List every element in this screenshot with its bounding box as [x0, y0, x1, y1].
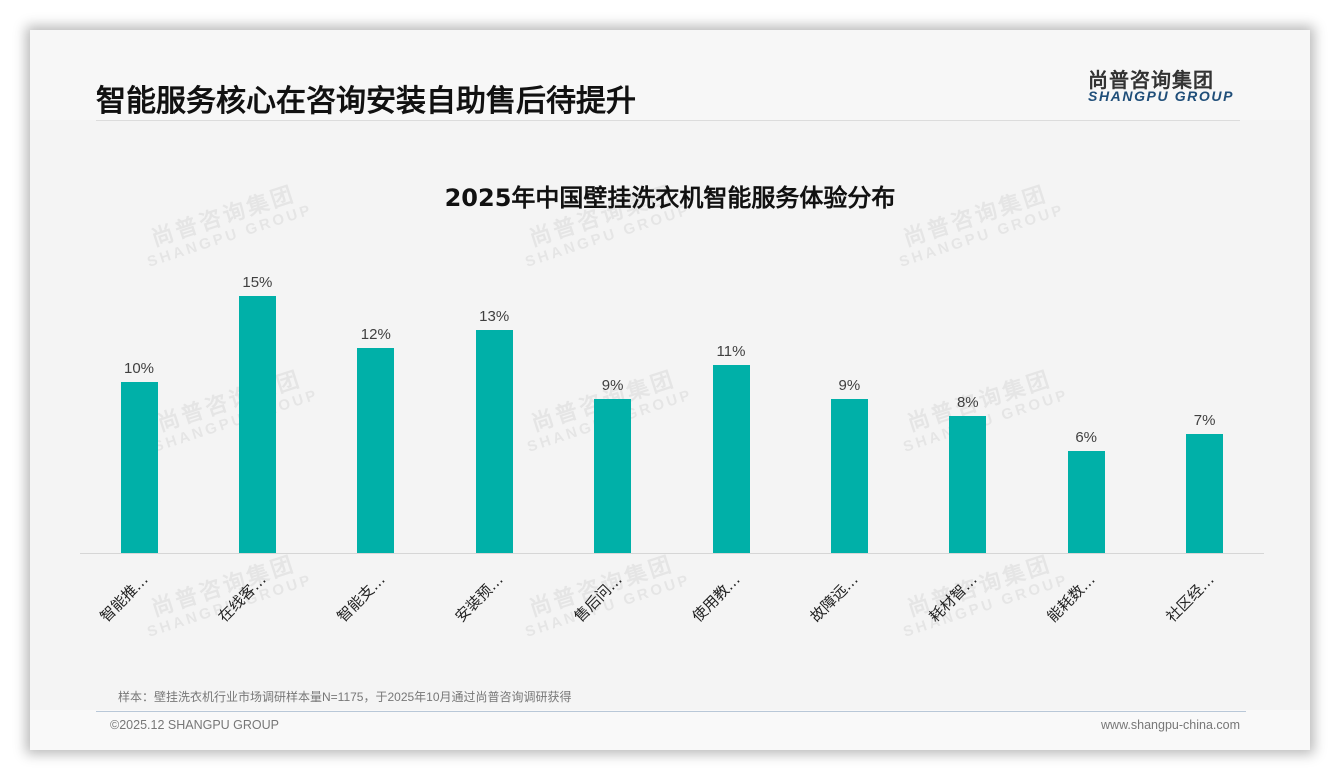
- watermark-cn: 尚普咨询集团: [154, 366, 306, 438]
- chart-title: 2025年中国壁挂洗衣机智能服务体验分布: [444, 184, 896, 212]
- watermark-cn: 尚普咨询集团: [904, 551, 1056, 623]
- bar: [475, 330, 513, 554]
- bar-value-label: 10%: [123, 360, 155, 377]
- bar: [1067, 450, 1105, 554]
- bar-value-label: 9%: [601, 377, 624, 395]
- source-note: 样本：壁挂洗衣机行业市场调研样本量N=1175，于2025年10月通过尚普咨询调…: [118, 690, 572, 704]
- website-link: www.shangpu-china.com: [1101, 718, 1240, 732]
- bar-value-label: 8%: [956, 394, 979, 412]
- bar-value-label: 7%: [1193, 411, 1216, 429]
- bar: [830, 399, 868, 554]
- bar: [594, 399, 632, 554]
- x-axis-line: [80, 553, 1264, 554]
- category-label: 能耗数…: [1043, 570, 1099, 626]
- page-title: 智能服务核心在咨询安装自助售后待提升: [96, 84, 636, 119]
- category-label: 使用教…: [688, 570, 744, 626]
- slide: 智能服务核心在咨询安装自助售后待提升 尚普咨询集团 SHANGPU GROUP …: [30, 30, 1310, 750]
- category-label: 故障远…: [806, 570, 863, 626]
- footer-band: [30, 710, 1310, 750]
- bar-value-label: 11%: [716, 342, 746, 360]
- bar-value-label: 9%: [838, 377, 861, 395]
- bar: [949, 416, 987, 554]
- category-label: 社区经…: [1162, 570, 1218, 626]
- watermark-en: SHANGPU GROUP: [151, 386, 322, 456]
- category-label: 耗材智…: [925, 570, 981, 626]
- category-label: 售后问…: [570, 570, 626, 626]
- bar: [238, 296, 276, 554]
- bar-value-label: 12%: [360, 325, 391, 343]
- bar: [712, 364, 750, 554]
- category-label: 安装预…: [451, 570, 507, 626]
- bar-value-label: 6%: [1075, 428, 1098, 446]
- title-divider: [96, 120, 1240, 121]
- bar-value-label: 13%: [479, 308, 510, 326]
- footer-divider: [96, 711, 1246, 712]
- logo-chinese: 尚普咨询集团: [1088, 68, 1214, 92]
- category-label: 在线客…: [214, 570, 271, 626]
- category-label: 智能支…: [333, 570, 389, 626]
- header-band: [30, 30, 1310, 120]
- bar-value-label: 15%: [242, 274, 273, 291]
- copyright: ©2025.12 SHANGPU GROUP: [110, 718, 279, 732]
- category-label: 智能推…: [96, 570, 152, 626]
- bar: [1186, 433, 1224, 554]
- bar: [120, 382, 158, 554]
- bar: [357, 347, 395, 554]
- logo-english: SHANGPU GROUP: [1088, 88, 1235, 104]
